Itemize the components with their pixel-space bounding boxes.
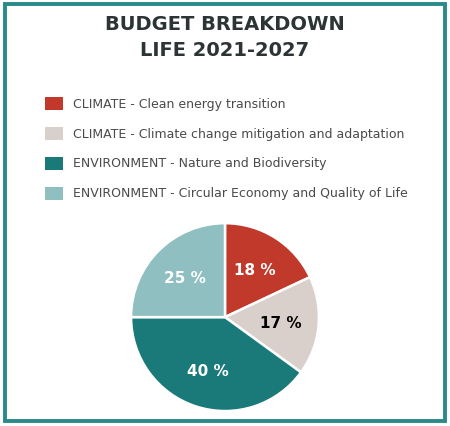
Text: CLIMATE - Climate change mitigation and adaptation: CLIMATE - Climate change mitigation and … (73, 127, 404, 140)
Text: 17 %: 17 % (260, 315, 302, 330)
Wedge shape (225, 224, 310, 317)
Text: ENVIRONMENT - Circular Economy and Quality of Life: ENVIRONMENT - Circular Economy and Quali… (73, 187, 408, 200)
Wedge shape (131, 224, 225, 317)
Text: 18 %: 18 % (234, 262, 276, 277)
Text: 25 %: 25 % (164, 270, 206, 285)
Wedge shape (131, 317, 301, 411)
Text: ENVIRONMENT - Nature and Biodiversity: ENVIRONMENT - Nature and Biodiversity (73, 157, 326, 170)
Text: BUDGET BREAKDOWN: BUDGET BREAKDOWN (105, 15, 345, 34)
Text: CLIMATE - Clean energy transition: CLIMATE - Clean energy transition (73, 98, 285, 110)
Text: 40 %: 40 % (187, 363, 229, 378)
Text: LIFE 2021-2027: LIFE 2021-2027 (140, 40, 310, 59)
Wedge shape (225, 277, 319, 372)
